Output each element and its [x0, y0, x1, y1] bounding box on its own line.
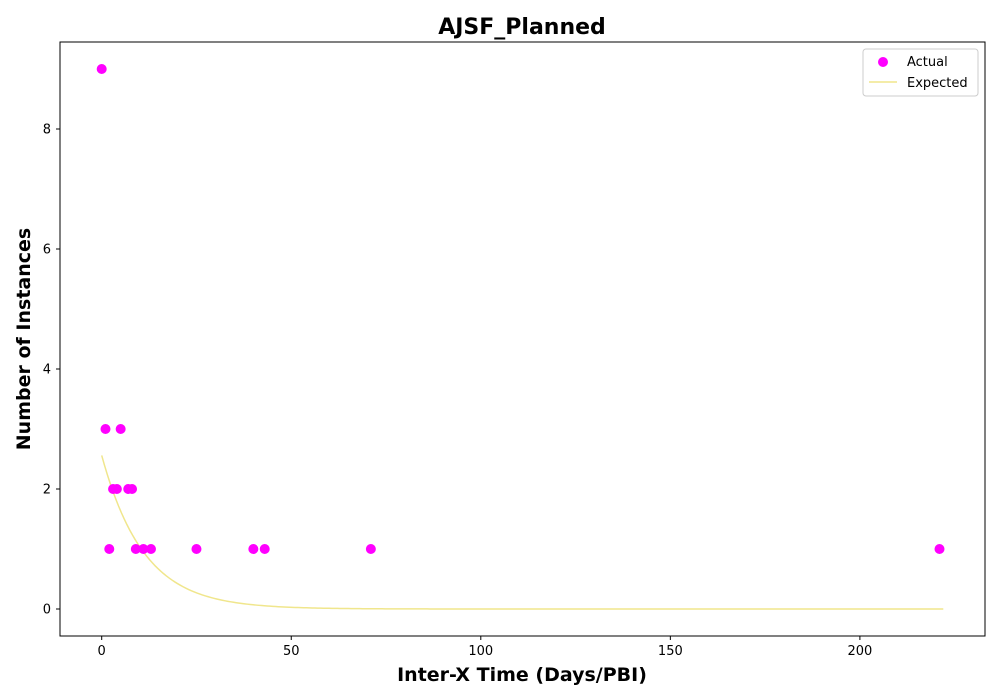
data-point — [130, 544, 141, 554]
x-tick-label: 200 — [847, 644, 872, 659]
data-point — [365, 544, 376, 554]
x-axis-label: Inter-X Time (Days/PBI) — [397, 664, 647, 686]
chart-title: AJSF_Planned — [438, 15, 606, 40]
data-point — [111, 484, 122, 494]
legend: Actual Expected — [862, 48, 979, 97]
data-point — [100, 424, 111, 434]
data-point — [191, 544, 202, 554]
data-point — [248, 544, 259, 554]
data-point — [115, 424, 126, 434]
x-tick-label: 150 — [658, 644, 683, 659]
data-point — [96, 64, 107, 74]
axes-background — [60, 42, 985, 636]
legend-box — [862, 48, 979, 97]
y-tick-label: 0 — [43, 603, 51, 618]
y-axis-label: Number of Instances — [13, 228, 35, 450]
x-axis-ticks: 0 50 100 150 200 — [98, 636, 872, 659]
legend-expected-label: Expected — [907, 76, 968, 91]
y-tick-label: 4 — [43, 363, 51, 378]
x-tick-label: 50 — [283, 644, 300, 659]
data-point — [104, 544, 115, 554]
expected-curve — [100, 455, 944, 610]
data-point — [145, 544, 156, 554]
y-axis-ticks: 0 2 4 6 8 — [43, 123, 60, 618]
plot-area — [59, 41, 986, 637]
axes-frame — [59, 41, 986, 637]
data-point — [259, 544, 270, 554]
x-tick-label: 100 — [468, 644, 493, 659]
y-tick-label: 6 — [43, 243, 51, 258]
y-tick-label: 2 — [43, 483, 51, 498]
legend-actual-label: Actual — [907, 55, 948, 70]
x-tick-label: 0 — [98, 644, 106, 659]
data-point — [127, 484, 138, 494]
data-point — [934, 544, 945, 554]
expected-series — [100, 455, 944, 610]
actual-series — [96, 64, 945, 554]
data-point — [138, 544, 149, 554]
legend-actual-marker — [878, 57, 888, 67]
y-tick-label: 8 — [43, 123, 51, 138]
